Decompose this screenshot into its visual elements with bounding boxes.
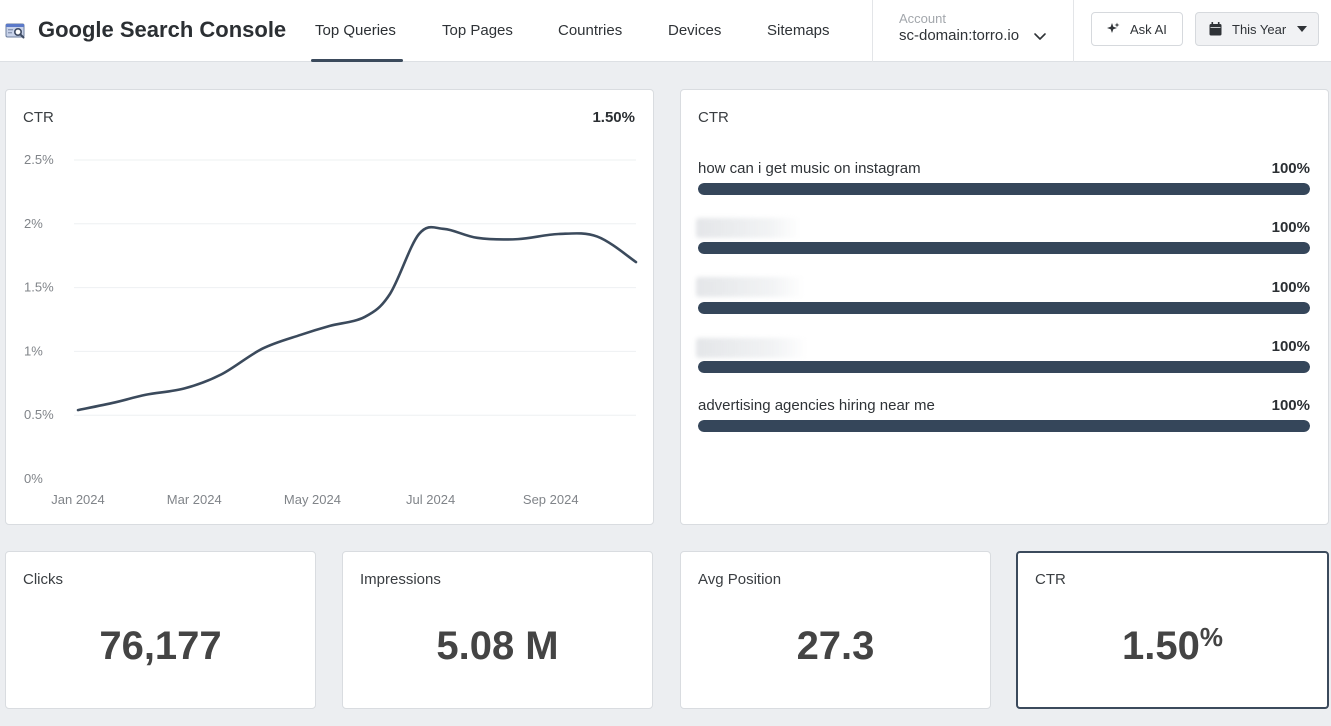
ctr-chart-value: 1.50%: [592, 109, 635, 126]
query-ctr-bar: [698, 302, 1310, 314]
query-ctr-bar: [698, 420, 1310, 432]
header-divider: [1073, 0, 1074, 62]
x-tick-label: Jul 2024: [406, 492, 455, 507]
account-label: Account: [899, 11, 946, 26]
ctr-series-line: [76, 225, 638, 412]
redacted-query-label: [696, 277, 804, 297]
query-ctr-value: 100%: [1271, 279, 1310, 296]
query-label: how can i get music on instagram: [698, 160, 921, 177]
stat-label: Clicks: [23, 571, 63, 588]
query-ctr-bar: [698, 242, 1310, 254]
query-ctr-value: 100%: [1271, 338, 1310, 355]
tab-top-queries[interactable]: Top Queries: [315, 22, 396, 39]
stat-value-unit: %: [1199, 622, 1223, 652]
query-ctr-value: 100%: [1271, 397, 1310, 414]
chevron-down-icon[interactable]: [1032, 28, 1048, 44]
calendar-icon: [1209, 22, 1222, 36]
query-ctr-bar-fill: [698, 420, 1310, 432]
stat-label: Impressions: [360, 571, 441, 588]
query-label: advertising agencies hiring near me: [698, 397, 935, 414]
ask-ai-button[interactable]: Ask AI: [1091, 12, 1183, 46]
header-divider: [872, 0, 873, 62]
date-range-dropdown[interactable]: This Year: [1195, 12, 1319, 46]
query-ctr-bar-fill: [698, 242, 1310, 254]
y-tick-label: 0%: [24, 471, 43, 486]
tab-sitemaps[interactable]: Sitemaps: [767, 22, 830, 39]
stat-value: 76,177: [99, 624, 222, 668]
date-range-label: This Year: [1232, 21, 1287, 37]
stat-label: CTR: [1035, 571, 1066, 588]
query-ctr-value: 100%: [1271, 160, 1310, 177]
y-tick-label: 2%: [24, 216, 43, 231]
avg-position-stat-card[interactable]: Avg Position 27.3: [680, 551, 991, 709]
ctr-list-title: CTR: [698, 109, 729, 126]
tab-top-pages[interactable]: Top Pages: [442, 22, 513, 39]
x-tick-label: May 2024: [284, 492, 341, 507]
caret-down-icon: [1297, 26, 1308, 32]
y-tick-label: 2.5%: [24, 152, 54, 167]
stat-value: 27.3: [796, 624, 875, 668]
query-ctr-bar-fill: [698, 183, 1310, 195]
stat-label: Avg Position: [698, 571, 782, 588]
tab-devices[interactable]: Devices: [668, 22, 722, 39]
ctr-line-chart: 0% 0.5% 1% 1.5% 2% 2.5% Jan 2024 Mar 2024 May 20…: [24, 152, 638, 507]
query-ctr-value: 100%: [1271, 219, 1310, 236]
redacted-query-label: [696, 338, 807, 358]
ctr-stat-card[interactable]: CTR 1.50%: [1016, 551, 1329, 709]
stat-value-number: 1.50: [1122, 624, 1200, 668]
y-tick-label: 1.5%: [24, 280, 54, 295]
query-ctr-bar-fill: [698, 361, 1310, 373]
x-tick-label: Jan 2024: [51, 492, 105, 507]
y-tick-label: 0.5%: [24, 407, 54, 422]
search-console-logo-icon: [5, 23, 25, 39]
active-tab-indicator: [311, 59, 403, 62]
x-tick-label: Mar 2024: [167, 492, 222, 507]
ctr-chart-card: CTR 1.50% 0% 0.5% 1% 1.5% 2% 2.5% Jan 2024 Mar …: [5, 89, 654, 525]
query-ctr-bar: [698, 183, 1310, 195]
ctr-query-list-card: CTR how can i get music on instagram 100…: [680, 89, 1329, 525]
app-title: Google Search Console: [38, 17, 287, 42]
redacted-query-label: [696, 218, 801, 238]
account-value[interactable]: sc-domain:torro.io: [899, 27, 1020, 44]
tab-countries[interactable]: Countries: [558, 22, 623, 39]
query-ctr-bar: [698, 361, 1310, 373]
ctr-chart-title: CTR: [23, 109, 54, 126]
impressions-stat-card[interactable]: Impressions 5.08 M: [342, 551, 653, 709]
clicks-stat-card[interactable]: Clicks 76,177: [5, 551, 316, 709]
ask-ai-label: Ask AI: [1130, 21, 1167, 37]
stat-value: 1.50%: [1018, 622, 1327, 669]
x-tick-label: Sep 2024: [523, 492, 579, 507]
query-ctr-bar-fill: [698, 302, 1310, 314]
stat-value: 5.08 M: [436, 624, 559, 668]
y-tick-label: 1%: [24, 343, 43, 358]
sparkle-icon: [1107, 22, 1120, 33]
top-nav-bar: Google Search Console Top Queries Top Pa…: [0, 0, 1331, 62]
